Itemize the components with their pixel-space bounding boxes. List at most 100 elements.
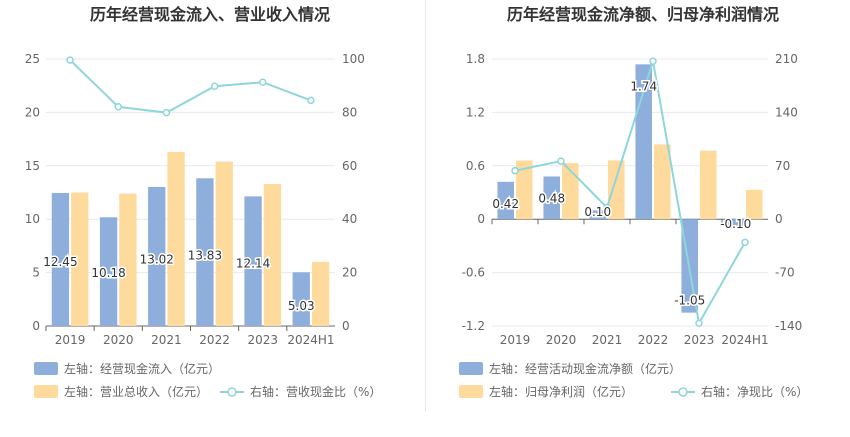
data-label: 10.18 (91, 266, 125, 280)
data-label: 13.02 (140, 252, 174, 266)
ratio-point (603, 203, 611, 212)
left-axis-tick: -1.2 (462, 319, 485, 333)
data-label: -1.05 (674, 294, 705, 308)
left-axis-tick: 0 (477, 212, 485, 226)
x-axis-tick-label: 2023 (247, 333, 278, 347)
right-axis-tick: 100 (342, 52, 365, 66)
legend-swatch (34, 385, 58, 398)
legend-label: 左轴：归母净利润（亿元） (489, 384, 633, 399)
bar-secondary (654, 144, 671, 220)
ratio-point (114, 103, 122, 111)
chart-title: 历年经营现金流入、营业收入情况 (90, 5, 330, 24)
right-axis-tick: 0 (775, 212, 783, 226)
chart-title: 历年经营现金流净额、归母净利润情况 (507, 5, 779, 24)
legend-swatch (227, 387, 237, 397)
right-axis-tick: -140 (775, 319, 802, 333)
x-axis-tick-label: 2021 (592, 333, 623, 347)
data-label: 1.74 (630, 79, 657, 93)
x-axis-tick-label: 2022 (638, 333, 669, 347)
left-axis-tick: 1.8 (466, 52, 485, 66)
right-axis-tick: 20 (342, 266, 357, 280)
ratio-point (649, 57, 657, 65)
bar-primary (497, 181, 514, 220)
cash-inflow-revenue-chart: 历年经营现金流入、营业收入情况 0 5 10 15 20 25 0 20 40 60 80 100 201… (25, 5, 382, 399)
ratio-point (741, 238, 749, 247)
left-axis-tick: 20 (25, 105, 40, 119)
x-axis-tick-label: 2020 (103, 333, 134, 347)
legend-label: 左轴：经营活动现金流净额（亿元） (489, 361, 681, 376)
left-axis-tick: 5 (32, 266, 40, 280)
left-axis-tick: 1.2 (466, 105, 485, 119)
bar-primary (244, 196, 262, 326)
right-axis-tick: 80 (342, 105, 357, 119)
panel-divider (425, 0, 426, 412)
legend-label: 右轴：净现比（%） (701, 384, 808, 399)
bar-primary (292, 272, 310, 326)
legend-swatch (459, 385, 483, 398)
bar-primary (727, 219, 744, 229)
bar-primary (148, 186, 166, 326)
data-label: 12.14 (236, 257, 270, 271)
x-axis-tick-label: 2024H1 (287, 333, 334, 347)
legend-label: 左轴：营业总收入（亿元） (64, 384, 208, 399)
data-label: 12.45 (43, 255, 77, 269)
right-axis-tick: 210 (775, 52, 798, 66)
bar-secondary (608, 160, 625, 220)
ratio-point (259, 78, 267, 86)
x-axis-tick-label: 2020 (546, 333, 577, 347)
data-label: 0.48 (538, 191, 565, 205)
bar-primary (51, 193, 70, 326)
net-cashflow-profit-chart: 历年经营现金流净额、归母净利润情况 -1.2 -0.6 0 0.6 1.2 1.8 -140 -… (459, 5, 808, 399)
ratio-line (69, 59, 312, 114)
ratio-point (511, 166, 519, 175)
x-axis-tick-label: 2024H1 (721, 333, 768, 347)
data-label: 0.10 (584, 205, 611, 219)
x-axis-tick-label: 2022 (199, 333, 230, 347)
bar-primary (99, 217, 118, 326)
bar-primary (589, 210, 606, 220)
x-axis-tick-label: 2019 (500, 333, 531, 347)
bar-secondary (215, 161, 233, 326)
data-label: -0.10 (720, 217, 751, 231)
data-label: 13.83 (188, 249, 222, 263)
bar-secondary (746, 189, 763, 220)
ratio-point (162, 108, 171, 117)
bar-secondary (562, 163, 579, 220)
x-axis-tick-label: 2019 (55, 333, 86, 347)
legend-label: 左轴：经营现金流入（亿元） (64, 361, 220, 376)
ratio-point (695, 319, 703, 328)
right-axis-tick: 140 (775, 105, 798, 119)
legend-swatch (34, 362, 58, 375)
left-axis-tick: 10 (25, 212, 40, 226)
bar-secondary (71, 192, 89, 326)
bar-primary (543, 176, 560, 220)
x-axis-tick-label: 2021 (151, 333, 182, 347)
right-axis-tick: 70 (775, 159, 790, 173)
right-axis-tick: 0 (342, 319, 350, 333)
ratio-point (557, 157, 565, 165)
x-axis-tick-label: 2023 (684, 333, 715, 347)
left-axis-tick: 0.6 (466, 159, 485, 173)
right-axis-tick: -70 (775, 266, 795, 280)
bar-secondary (119, 193, 137, 326)
data-label: 0.42 (492, 197, 519, 211)
bar-secondary (311, 261, 330, 326)
right-axis-tick: 60 (342, 159, 357, 173)
data-label: 5.03 (288, 299, 315, 313)
ratio-point (66, 56, 74, 64)
ratio-point (210, 82, 219, 90)
ratio-line (514, 60, 746, 327)
bar-secondary (516, 160, 533, 220)
left-axis-tick: 15 (25, 159, 40, 173)
left-axis-tick: -0.6 (462, 266, 485, 280)
bar-secondary (263, 183, 282, 326)
legend-swatch (459, 362, 483, 375)
legend-label: 右轴：营收现金比（%） (250, 384, 381, 399)
legend-swatch (678, 387, 688, 397)
left-axis-tick: 25 (25, 52, 40, 66)
bar-primary (196, 178, 214, 326)
left-axis-tick: 0 (32, 319, 40, 333)
right-axis-tick: 40 (342, 212, 357, 226)
ratio-point (307, 96, 315, 105)
